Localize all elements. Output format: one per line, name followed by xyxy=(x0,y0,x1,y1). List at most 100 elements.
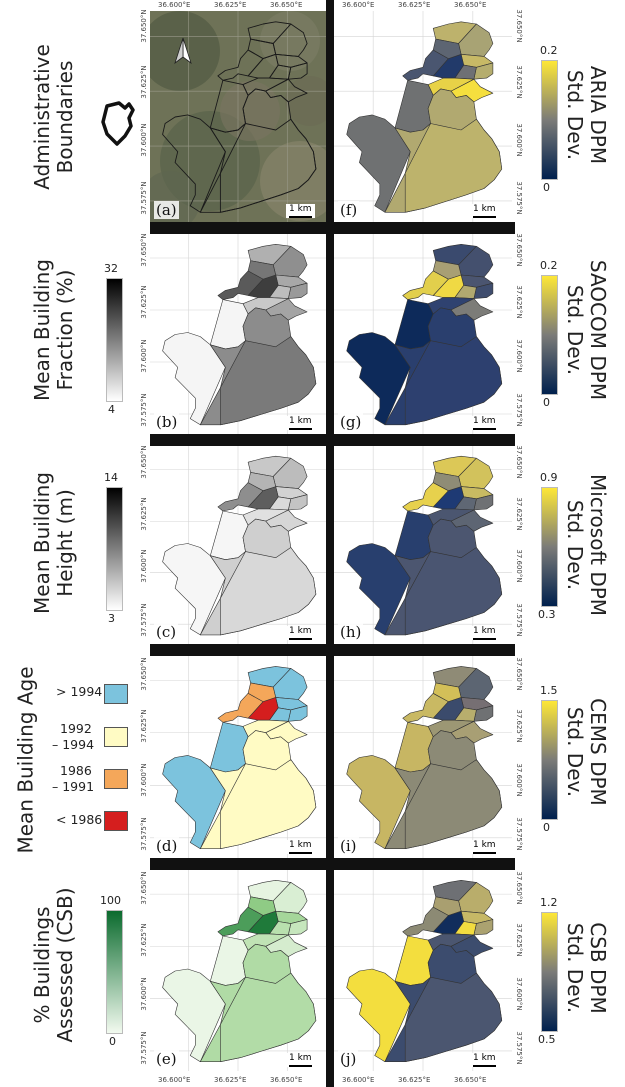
age-legend-swatch-3 xyxy=(104,769,128,789)
scale-bar-label: 1 km xyxy=(289,416,312,426)
panel-letter-i: (i) xyxy=(338,837,359,855)
coord-y-g-4: 37.575°N xyxy=(515,393,524,427)
coord-y-a-1: 37.650°N xyxy=(139,9,148,43)
label-g-line1: SAOCOM DPM xyxy=(586,259,610,401)
map-panel-i xyxy=(334,656,512,858)
label-a-line2: Boundaries xyxy=(53,60,77,174)
scale-bar-e: 1 km xyxy=(286,1053,315,1067)
label-a-line1: Administrative xyxy=(30,44,54,190)
age-legend-label-3-line1: 1986 xyxy=(60,763,92,778)
panel-letter-g: (g) xyxy=(338,413,364,431)
terrain-patch xyxy=(260,11,320,71)
coord-y-e-3: 37.600°N xyxy=(139,977,148,1011)
district-8 xyxy=(247,682,276,702)
scale-bar-label: 1 km xyxy=(473,416,496,426)
vertical-separator xyxy=(326,0,334,1087)
scale-bar-label: 1 km xyxy=(289,204,312,214)
label-f-line2: Std. Dev. xyxy=(563,69,587,161)
district-8 xyxy=(432,682,462,702)
scale-bar-d: 1 km xyxy=(286,840,315,854)
coord-y-c-4: 37.575°N xyxy=(139,603,148,637)
coord-y-d-4: 37.575°N xyxy=(139,817,148,851)
coord-y-a-2: 37.625°N xyxy=(139,65,148,99)
coord-y-d-2: 37.625°N xyxy=(139,709,148,743)
row-separator-3 xyxy=(150,644,515,656)
colorbar-assessed xyxy=(106,910,123,1034)
district-13 xyxy=(219,118,317,213)
label-i-line2: Std. Dev. xyxy=(563,706,587,798)
district-8 xyxy=(247,38,277,60)
district-13 xyxy=(404,759,503,849)
map-panel-g xyxy=(334,234,512,434)
coord-y-c-2: 37.625°N xyxy=(139,497,148,531)
district-13 xyxy=(404,547,503,636)
scale-bar-b: 1 km xyxy=(286,416,315,430)
district-4 xyxy=(288,282,308,299)
district-4 xyxy=(473,705,494,722)
scale-bar-label: 1 km xyxy=(473,204,496,214)
north-arrow-icon xyxy=(174,37,192,65)
map-b-svg xyxy=(150,234,326,434)
row-separator-2 xyxy=(150,434,515,446)
colorbar-cems xyxy=(541,700,558,820)
age-legend-label-1: > 1994 xyxy=(56,684,103,699)
age-legend-label-2-line1: 1992 xyxy=(60,721,92,736)
colorbar-fraction-max: 32 xyxy=(104,262,118,275)
colorbar-height xyxy=(106,487,123,611)
district-8 xyxy=(247,472,276,492)
coord-y-f-1: 37.650°N xyxy=(515,9,524,43)
coord-y-f-4: 37.575°N xyxy=(515,181,524,215)
colorbar-saocom-max: 0.2 xyxy=(540,259,558,272)
district-4 xyxy=(473,62,494,80)
colorbar-csb xyxy=(541,912,558,1032)
label-aria-dpm: ARIA DPM Std. Dev. xyxy=(563,65,610,165)
scale-bar-j: 1 km xyxy=(470,1053,499,1067)
coord-y-i-1: 37.650°N xyxy=(515,657,524,691)
label-buildings-assessed: % Buildings Assessed (CSB) xyxy=(30,887,77,1043)
scale-bar-i: 1 km xyxy=(470,840,499,854)
map-panel-d xyxy=(150,656,326,858)
map-i-svg xyxy=(334,656,512,858)
colorbar-csb-min: 0.5 xyxy=(538,1033,556,1046)
panel-letter-a: (a) xyxy=(154,201,179,219)
map-f-svg xyxy=(334,11,512,222)
row-separator-4 xyxy=(150,858,515,870)
scale-bar-label: 1 km xyxy=(289,626,312,636)
map-panel-f xyxy=(334,11,512,222)
colorbar-csb-max: 1.2 xyxy=(540,896,558,909)
scale-bar-label: 1 km xyxy=(289,840,312,850)
map-panel-c xyxy=(150,446,326,644)
map-h-svg xyxy=(334,446,512,644)
district-4 xyxy=(287,62,308,80)
map-panel-j xyxy=(334,870,512,1071)
scale-bar-label: 1 km xyxy=(473,840,496,850)
map-panel-h xyxy=(334,446,512,644)
colorbar-microsoft-max: 0.9 xyxy=(540,471,558,484)
label-mean-building-age: Mean Building Age xyxy=(13,666,38,854)
coord-y-h-2: 37.625°N xyxy=(515,497,524,531)
coord-top-right-1: 36.600°E xyxy=(342,1,375,9)
scale-bar-c: 1 km xyxy=(286,626,315,640)
label-j-line2: Std. Dev. xyxy=(563,922,587,1014)
coord-bottom-left-3: 36.650°E xyxy=(270,1076,303,1084)
label-f-line1: ARIA DPM xyxy=(586,65,610,165)
map-d-svg xyxy=(150,656,326,858)
colorbar-height-max: 14 xyxy=(104,471,118,484)
district-4 xyxy=(473,282,494,299)
coord-y-j-3: 37.600°N xyxy=(515,977,524,1011)
colorbar-cems-max: 1.5 xyxy=(540,684,558,697)
colorbar-aria xyxy=(541,60,558,180)
label-h-line1: Microsoft DPM xyxy=(586,473,610,617)
coord-y-f-2: 37.625°N xyxy=(515,65,524,99)
label-e-line2: Assessed (CSB) xyxy=(53,887,77,1043)
coord-bottom-left-1: 36.600°E xyxy=(158,1076,191,1084)
district-4 xyxy=(288,494,308,511)
coord-top-left-1: 36.600°E xyxy=(158,1,191,9)
colorbar-aria-max: 0.2 xyxy=(540,44,558,57)
panel-letter-c: (c) xyxy=(154,623,179,641)
coord-y-e-4: 37.575°N xyxy=(139,1031,148,1065)
district-8 xyxy=(432,896,462,916)
scale-bar-f: 1 km xyxy=(470,204,499,218)
district-13 xyxy=(404,972,503,1062)
district-4 xyxy=(288,705,308,722)
